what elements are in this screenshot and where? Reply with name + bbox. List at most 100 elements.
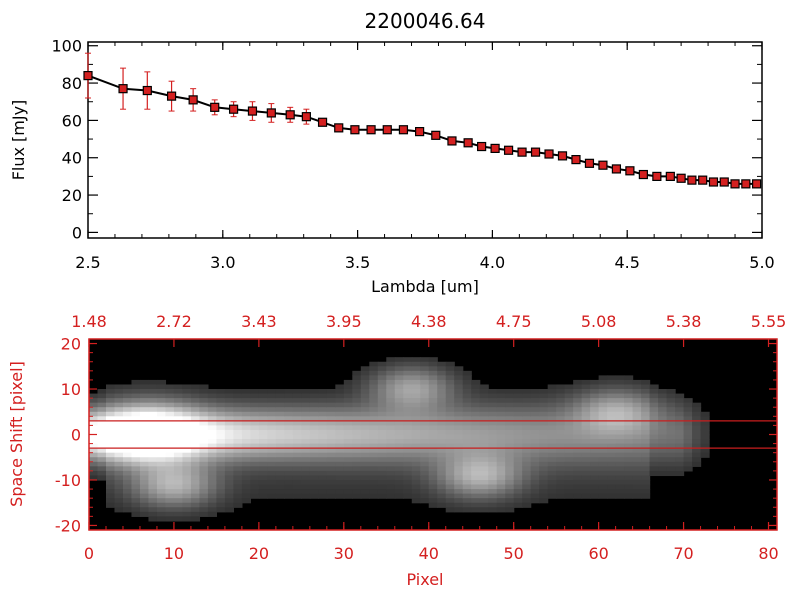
spatial-image-cell xyxy=(590,384,600,390)
spatial-image-cell xyxy=(403,429,413,436)
spatial-image-cell xyxy=(607,479,617,486)
spatial-image-cell xyxy=(360,457,370,463)
spatial-image-cell xyxy=(377,393,387,399)
spatial-image-cell xyxy=(369,429,379,436)
spatial-image-cell xyxy=(505,475,515,481)
spatial-image-cell xyxy=(471,407,481,413)
spatial-image-cell xyxy=(556,416,566,422)
spatial-image-cell xyxy=(683,411,693,417)
spatial-image-cell xyxy=(258,493,268,499)
spatial-image-cell xyxy=(360,479,370,486)
spatial-image-cell xyxy=(97,457,107,463)
spatial-image-cell xyxy=(148,398,158,404)
spatial-image-cell xyxy=(394,489,404,495)
spatial-image-cell xyxy=(352,393,362,399)
spatial-image-cell xyxy=(403,461,413,467)
spatial-image-cell xyxy=(437,393,447,399)
spatial-image-cell xyxy=(216,507,226,513)
spatial-image-cell xyxy=(471,466,481,472)
spatial-image-cell xyxy=(437,361,447,367)
spatial-image-cell xyxy=(437,448,447,454)
spatial-image-cell xyxy=(309,479,319,486)
spatial-image-cell xyxy=(352,434,362,440)
spatial-image-cell xyxy=(267,470,277,477)
spatial-image-cell xyxy=(267,429,277,436)
spatial-image-cell xyxy=(97,466,107,472)
spatial-image-cell xyxy=(241,393,251,399)
spatial-image-cell xyxy=(318,393,328,399)
spatial-image-cell xyxy=(624,493,634,499)
spatial-image-cell xyxy=(207,457,217,463)
spatial-image-cell xyxy=(590,407,600,413)
spatial-image-cell xyxy=(428,366,438,372)
spatial-image-cell xyxy=(190,425,201,431)
spatial-image-cell xyxy=(632,416,642,422)
spatial-image-cell xyxy=(233,457,243,463)
spatial-image-cell xyxy=(403,489,413,495)
spatial-image-cell xyxy=(224,443,234,449)
spatial-image-cell xyxy=(437,375,447,381)
spatial-image-cell xyxy=(199,452,209,458)
spatial-image-cell xyxy=(182,516,192,522)
spatial-image-cell xyxy=(156,429,167,436)
spatial-image-cell xyxy=(462,448,472,454)
spatial-image-cell xyxy=(411,475,421,481)
spatial-image-cell xyxy=(267,475,277,481)
spatial-image-cell xyxy=(539,420,549,427)
spatial-image-cell xyxy=(369,443,379,449)
spatial-image-cell xyxy=(471,489,481,495)
spatial-image-cell xyxy=(683,425,693,431)
spatial-image-cell xyxy=(394,479,404,486)
spatial-image-cell xyxy=(105,420,116,427)
spatial-image-cell xyxy=(445,493,455,499)
spatial-image-cell xyxy=(301,466,311,472)
spatial-image-cell xyxy=(581,461,591,467)
spatial-image-cell xyxy=(182,384,192,390)
spatial-image-cell xyxy=(403,375,413,381)
space-shift-y-tick-label: 10 xyxy=(61,380,81,399)
spatial-image-cell xyxy=(377,425,387,431)
spatial-image-cell xyxy=(241,407,251,413)
spatial-image-cell xyxy=(301,493,311,499)
spatial-image-cell xyxy=(352,384,362,390)
spatial-image-cell xyxy=(335,398,345,404)
spatial-image-cell xyxy=(284,416,294,422)
spatial-image-cell xyxy=(556,407,566,413)
spatial-image-cell xyxy=(462,411,472,417)
spatial-image-cell xyxy=(369,420,379,427)
spatial-image-cell xyxy=(335,475,345,481)
spatial-image-cell xyxy=(224,466,234,472)
spatial-image-cell xyxy=(403,443,413,449)
spatial-image-cell xyxy=(386,479,396,486)
spatial-image-cell xyxy=(224,489,234,495)
spatial-image-cell xyxy=(182,511,192,517)
spatial-image-cell xyxy=(369,425,379,431)
spatial-image-cell xyxy=(607,443,617,449)
spatial-image-cell xyxy=(131,411,141,417)
spatial-image-cell xyxy=(148,493,158,499)
spatial-image-cell xyxy=(590,379,600,386)
spatial-image-cell xyxy=(471,393,481,399)
spatial-image-cell xyxy=(301,452,311,458)
spatial-image-cell xyxy=(641,398,651,404)
spatial-image-cell xyxy=(182,507,192,513)
spatial-image-cell xyxy=(114,416,124,422)
spatial-image-cell xyxy=(97,425,107,431)
spatial-image-cell xyxy=(352,429,362,436)
spatial-image-cell xyxy=(428,457,438,463)
spatial-image-cell xyxy=(581,439,591,445)
spatial-image-cell xyxy=(666,416,676,422)
spatial-image-cell xyxy=(530,443,540,449)
spatial-image-cell xyxy=(530,475,540,481)
spatial-image-cell xyxy=(207,389,217,395)
spatial-image-cell xyxy=(479,443,489,449)
spatial-image-cell xyxy=(352,375,362,381)
spatial-image-cell xyxy=(216,439,226,445)
spatial-image-cell xyxy=(666,407,676,413)
spatial-image-cell xyxy=(522,470,532,477)
spatial-image-cell xyxy=(624,420,634,427)
spatial-image-cell xyxy=(301,470,311,477)
spatial-image-cell xyxy=(207,425,217,431)
spatial-image-cell xyxy=(530,493,540,499)
spatial-image-cell xyxy=(131,393,141,399)
